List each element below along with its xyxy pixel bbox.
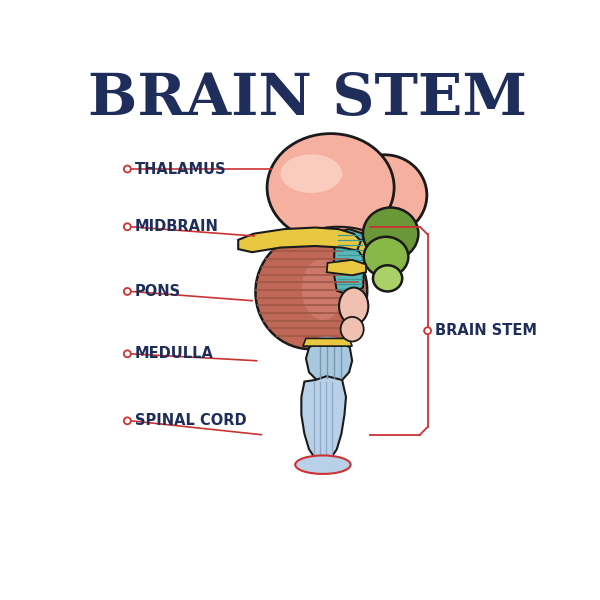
Text: THALAMUS: THALAMUS xyxy=(135,161,227,176)
Ellipse shape xyxy=(364,237,409,277)
Ellipse shape xyxy=(281,154,342,193)
Ellipse shape xyxy=(373,265,402,292)
Polygon shape xyxy=(334,229,365,295)
Ellipse shape xyxy=(339,287,368,325)
Ellipse shape xyxy=(363,208,418,260)
Circle shape xyxy=(124,223,131,230)
Text: BRAIN STEM: BRAIN STEM xyxy=(436,323,538,338)
Polygon shape xyxy=(311,335,347,355)
Text: SPINAL CORD: SPINAL CORD xyxy=(135,413,247,428)
Polygon shape xyxy=(303,338,352,346)
Circle shape xyxy=(424,327,431,334)
Circle shape xyxy=(124,166,131,172)
Polygon shape xyxy=(358,240,383,260)
Polygon shape xyxy=(238,227,361,252)
Circle shape xyxy=(124,288,131,295)
Ellipse shape xyxy=(302,259,344,320)
Ellipse shape xyxy=(342,155,427,236)
Ellipse shape xyxy=(295,455,350,474)
Circle shape xyxy=(124,418,131,424)
Circle shape xyxy=(124,350,131,357)
Polygon shape xyxy=(301,376,346,461)
Ellipse shape xyxy=(300,227,377,256)
Ellipse shape xyxy=(341,317,364,341)
Ellipse shape xyxy=(267,134,394,241)
Polygon shape xyxy=(327,260,366,275)
Text: MIDBRAIN: MIDBRAIN xyxy=(135,219,219,234)
Text: BRAIN STEM: BRAIN STEM xyxy=(88,71,527,127)
Ellipse shape xyxy=(256,234,367,349)
Polygon shape xyxy=(306,338,352,382)
Text: MEDULLA: MEDULLA xyxy=(135,346,214,361)
Text: PONS: PONS xyxy=(135,284,181,299)
